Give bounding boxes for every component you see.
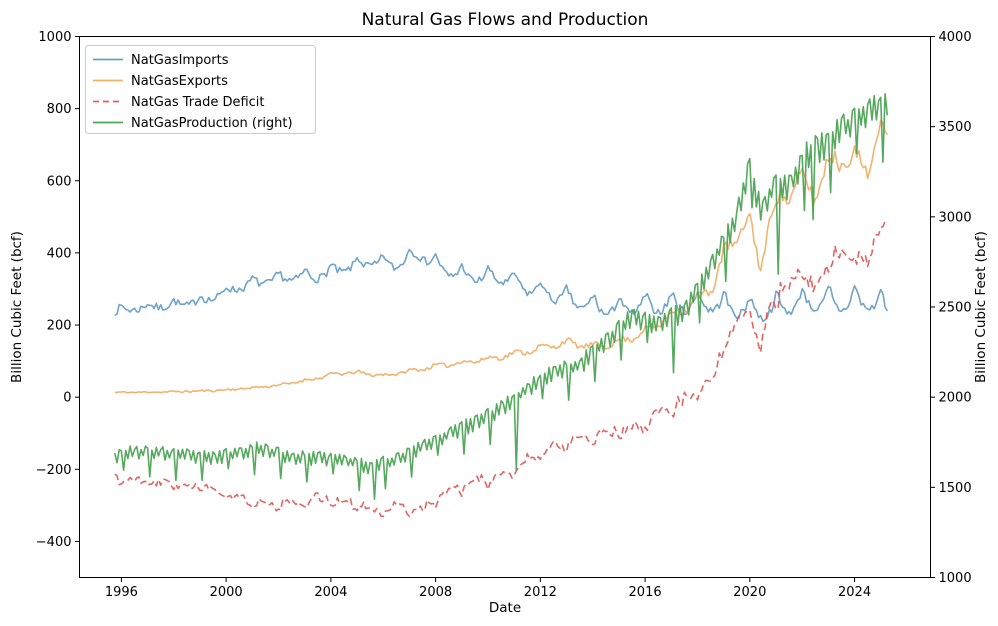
y-right-tick-label: 3000 bbox=[939, 210, 972, 225]
series-line-natgasexports bbox=[114, 119, 888, 394]
series-line-natgas-trade-deficit bbox=[114, 220, 888, 518]
series-lines bbox=[114, 93, 889, 518]
x-tick-label: 2020 bbox=[733, 585, 766, 600]
y-left-tick-label: 0 bbox=[63, 391, 71, 406]
y-left-tick-label: 800 bbox=[47, 102, 72, 117]
y-right-tick-label: 1500 bbox=[939, 481, 972, 496]
y-right-tick-label: 2000 bbox=[939, 391, 972, 406]
y-left-tick-label: −200 bbox=[36, 463, 72, 478]
x-tick-label: 1996 bbox=[105, 585, 138, 600]
y-right-tick-label: 4000 bbox=[939, 30, 972, 45]
x-tick-label: 2012 bbox=[524, 585, 557, 600]
x-tick-label: 2024 bbox=[838, 585, 871, 600]
y-axis-right-label: Billion Cubic Feet (bcf) bbox=[973, 231, 989, 383]
x-axis-label: Date bbox=[489, 600, 521, 616]
y-left-tick-label: 400 bbox=[47, 246, 72, 261]
y-left-tick-label: 200 bbox=[47, 319, 72, 334]
legend-box bbox=[85, 45, 316, 134]
x-tick-label: 2008 bbox=[419, 585, 452, 600]
legend: NatGasImports NatGasExports NatGas Trade D… bbox=[85, 45, 316, 134]
series-line-natgasproduction-right- bbox=[114, 93, 889, 500]
x-tick-label: 2016 bbox=[629, 585, 662, 600]
chart-title: Natural Gas Flows and Production bbox=[362, 10, 649, 30]
legend-label: NatGasExports bbox=[131, 74, 228, 89]
y-left-tick-label: 600 bbox=[47, 174, 72, 189]
y-left-tick-label: −400 bbox=[36, 535, 72, 550]
x-tick-label: 2004 bbox=[314, 585, 347, 600]
y-right-tick-label: 3500 bbox=[939, 120, 972, 135]
x-tick-label: 2000 bbox=[210, 585, 243, 600]
series-line-natgasimports bbox=[114, 248, 889, 323]
legend-label: NatGasProduction (right) bbox=[131, 116, 293, 131]
y-left-tick-label: 1000 bbox=[38, 30, 71, 45]
y-axis-left-label: Billion Cubic Feet (bcf) bbox=[9, 231, 25, 383]
y-right-tick-label: 1000 bbox=[939, 571, 972, 586]
legend-label: NatGasImports bbox=[131, 53, 229, 68]
axis-ticks: 1996 2000 2004 2008 2012 2016 2020 202410008006… bbox=[36, 30, 972, 600]
legend-label: NatGas Trade Deficit bbox=[131, 95, 265, 110]
plot-area: 1996 2000 2004 2008 2012 2016 2020 202410008006… bbox=[36, 30, 972, 600]
y-right-tick-label: 2500 bbox=[939, 301, 972, 316]
plot-border bbox=[79, 36, 931, 578]
